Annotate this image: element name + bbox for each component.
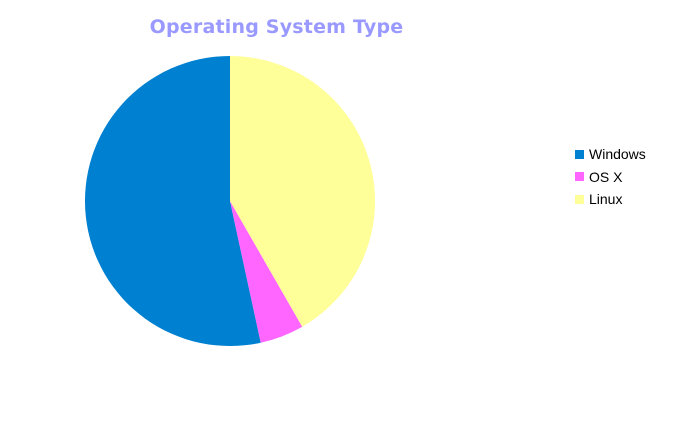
legend-item-os-x: OS X xyxy=(575,166,646,189)
chart-title: Operating System Type xyxy=(149,16,404,38)
pie-slice-windows xyxy=(84,56,261,347)
legend-label-os-x: OS X xyxy=(589,168,623,185)
legend-swatch-windows xyxy=(575,149,584,159)
pie-slice-linux xyxy=(230,56,376,327)
legend-swatch-os-x xyxy=(575,172,584,182)
legend-item-windows: Windows xyxy=(575,143,646,166)
pie-slices xyxy=(84,56,376,347)
legend-swatch-linux xyxy=(575,194,584,204)
pie-slice-os-x xyxy=(230,201,303,343)
legend: Windows OS X Linux xyxy=(575,143,646,211)
legend-label-linux: Linux xyxy=(589,191,623,208)
legend-label-windows: Windows xyxy=(589,146,646,163)
legend-item-linux: Linux xyxy=(575,188,646,211)
